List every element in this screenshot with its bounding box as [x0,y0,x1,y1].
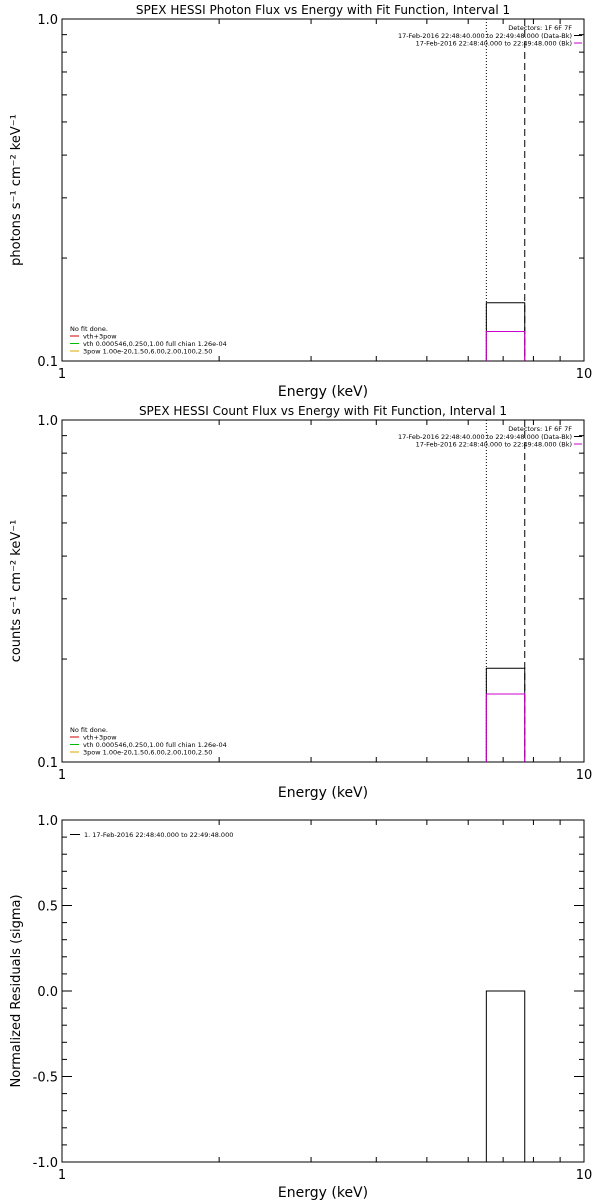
y-ticks [62,18,584,362]
fit-legend-entry: vth 0.000546,0.250,1.00 full chian 1.26e… [83,741,227,749]
fit-legend-entry: 3pow 1.00e-20,1.50,6.00,2.00,100,2.50 [83,348,212,356]
fit-legend-entry: vth+3pow [83,333,117,341]
plot-frame [61,419,585,763]
chart-panel-1: SPEX HESSI Photon Flux vs Energy with Fi… [9,3,592,400]
series-legend-entry: 17-Feb-2016 22:48:40.000 to 22:49:48.000… [398,32,572,40]
x-tick-label: 1 [58,1168,66,1183]
y-tick-label: 0.5 [37,900,58,915]
y-tick-label: 0.0 [37,985,58,1000]
x-tick-label: 1 [58,768,66,783]
x-ticks [61,420,561,762]
x-axis-label: Energy (keV) [278,384,368,400]
fit-legend-entry: 3pow 1.00e-20,1.50,6.00,2.00,100,2.50 [83,749,212,757]
y-axis-label: Normalized Residuals (sigma) [9,894,24,1087]
detectors-label: Detectors: 1F 6F 7F [508,24,572,32]
x-tick-label: 10 [576,1168,593,1183]
y-tick-label: -1.0 [33,1156,58,1171]
y-ticks [62,419,584,763]
y-tick-label: 1.0 [37,814,58,829]
x-tick-label: 10 [576,768,593,783]
y-tick-label: -0.5 [33,1071,58,1086]
x-ticks [61,19,561,361]
series-legend-entry: 17-Feb-2016 22:48:40.000 to 22:49:48.000… [416,441,572,449]
y-tick-label: 1.0 [37,13,58,28]
y-tick-label: 0.1 [37,355,58,370]
fit-legend-entry: vth 0.000546,0.250,1.00 full chian 1.26e… [83,340,227,348]
chart-panel-2: SPEX HESSI Count Flux vs Energy with Fit… [9,404,592,801]
series-step-2 [485,330,526,361]
detectors-label: Detectors: 1F 6F 7F [508,425,572,433]
chart-title: SPEX HESSI Count Flux vs Energy with Fit… [139,404,507,418]
fit-legend-entry: No fit done. [70,726,108,734]
y-tick-label: 1.0 [37,414,58,429]
x-ticks [61,820,561,1162]
y-tick-label: 0.1 [37,756,58,771]
chart-title: SPEX HESSI Photon Flux vs Energy with Fi… [136,3,510,17]
y-axis-label: photons s⁻¹ cm⁻² keV⁻¹ [9,114,24,266]
x-axis-label: Energy (keV) [278,1185,368,1200]
x-axis-label: Energy (keV) [278,785,368,801]
x-tick-label: 1 [58,367,66,382]
fit-legend-entry: No fit done. [70,325,108,333]
chart-panel-3: 1 10 1.0 0.5 0.0 -0.5 -1.0 Energy (keV) Normaliz… [9,814,592,1200]
series-step-2 [485,693,526,762]
fit-legend-entry: vth+3pow [83,734,117,742]
y-axis-label: counts s⁻¹ cm⁻² keV⁻¹ [9,520,24,663]
series-step-1 [485,667,526,762]
y-ticks [62,819,584,1163]
plot-frame [61,18,585,362]
series-legend-entry: 17-Feb-2016 22:48:40.000 to 22:49:48.000… [398,433,572,441]
residual-legend-entry: 1. 17-Feb-2016 22:48:40.000 to 22:49:48.… [84,831,233,839]
x-tick-label: 10 [576,367,593,382]
series-legend-entry: 17-Feb-2016 22:48:40.000 to 22:49:48.000… [416,40,572,48]
series-step-1 [485,990,526,1162]
